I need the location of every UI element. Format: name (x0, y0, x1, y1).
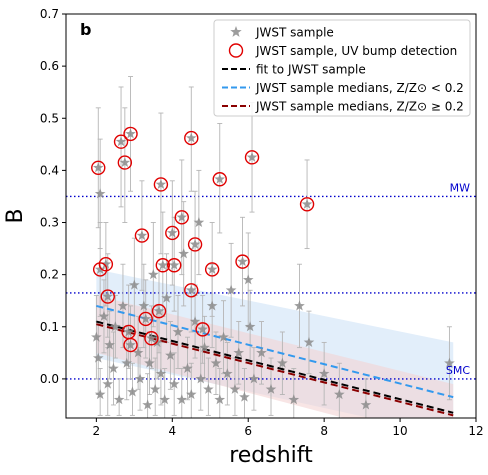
y-axis-title: B (3, 208, 28, 223)
x-axis-title: redshift (229, 443, 313, 468)
y-tick-label: 0.2 (40, 268, 59, 282)
legend-label: JWST sample, UV bump detection (255, 44, 457, 58)
legend: JWST sample JWST sample, UV bump detectio… (214, 20, 470, 116)
error-bar (119, 87, 124, 207)
panel-label: b (80, 20, 91, 39)
legend-label: JWST sample medians, Z/Z⊙ < 0.2 (255, 81, 464, 95)
y-tick-label: 0.0 (40, 372, 59, 386)
x-tick-label: 8 (320, 424, 328, 438)
y-tick-label: 0.7 (40, 7, 59, 21)
x-tick-label: 2 (93, 424, 101, 438)
legend-label: JWST sample (255, 26, 334, 40)
y-tick-label: 0.1 (40, 320, 59, 334)
reference-label-smc: SMC (446, 364, 470, 377)
x-tick-label: 10 (392, 424, 407, 438)
y-tick-label: 0.6 (40, 59, 59, 73)
y-tick-label: 0.4 (40, 163, 59, 177)
y-tick-label: 0.3 (40, 216, 59, 230)
x-tick-label: 4 (168, 424, 176, 438)
legend-entry-3: JWST sample medians, Z/Z⊙ < 0.2 (222, 81, 464, 95)
x-tick-label: 12 (468, 424, 483, 438)
reference-label-mw: MW (450, 181, 470, 194)
y-tick-label: 0.5 (40, 111, 59, 125)
x-tick-label: 6 (244, 424, 252, 438)
legend-label: JWST sample medians, Z/Z⊙ ≥ 0.2 (255, 100, 464, 114)
legend-entry-1: JWST sample, UV bump detection (230, 44, 458, 58)
legend-label: fit to JWST sample (256, 63, 366, 77)
legend-entry-4: JWST sample medians, Z/Z⊙ ≥ 0.2 (222, 100, 464, 114)
